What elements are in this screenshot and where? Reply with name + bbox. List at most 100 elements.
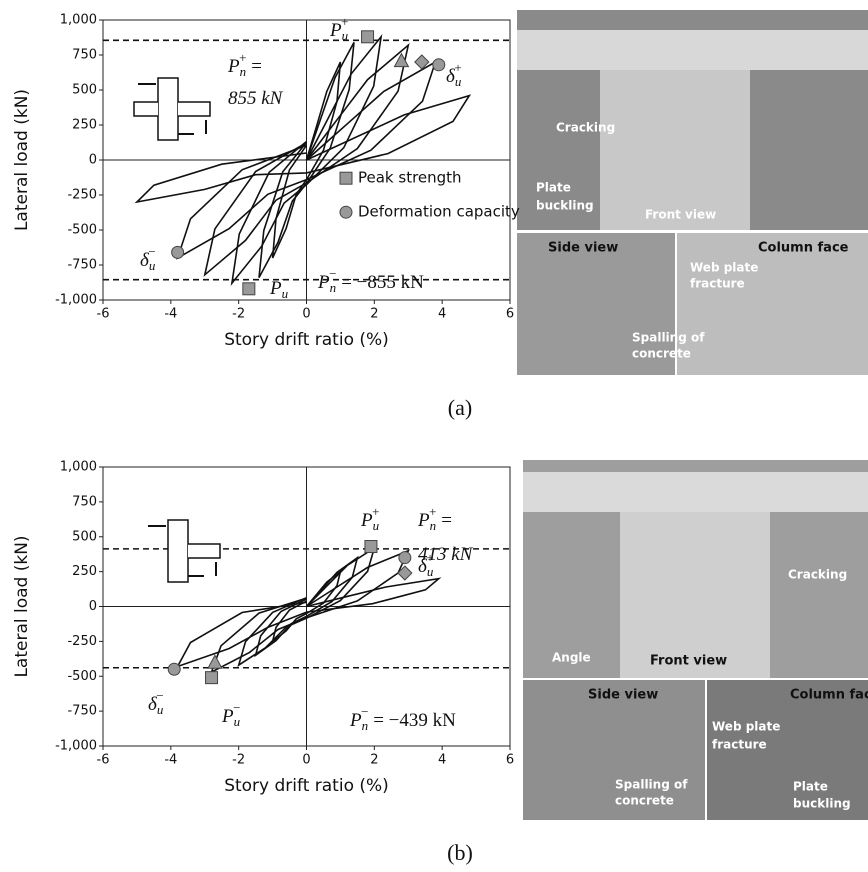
annotation-sub: u [282, 286, 289, 301]
annotation: Pu+ [360, 504, 380, 533]
x-axis-title: Story drift ratio (%) [224, 776, 389, 796]
x-axis-title: Story drift ratio (%) [224, 330, 389, 350]
y-tick-label: 250 [72, 118, 97, 133]
photo-label: Web plate [712, 720, 780, 734]
annotation: Pn+ = [417, 504, 452, 533]
legend-label: Peak strength [358, 169, 462, 187]
hysteresis-loop [178, 579, 439, 667]
y-tick-label: -750 [67, 704, 97, 719]
panel-caption: (a) [448, 395, 472, 420]
y-tick-label: 250 [72, 564, 97, 579]
x-tick-label: 0 [302, 753, 310, 768]
y-tick-label: -750 [67, 258, 97, 273]
marker-circle [172, 246, 184, 258]
y-tick-label: -500 [67, 223, 97, 238]
annotation-sub: u [157, 702, 164, 717]
photo-label: Plate [793, 780, 828, 794]
photo-label: Spalling of [632, 331, 705, 345]
marker-triangle [208, 655, 222, 668]
x-tick-label: -6 [97, 753, 110, 768]
annotation-sup: − [361, 704, 368, 719]
y-tick-label: 1,000 [60, 460, 97, 475]
photo-label: Column face [758, 241, 849, 256]
annotation-sup: + [429, 504, 436, 519]
annotation: δu− [148, 688, 164, 717]
annotation-sub: u [373, 518, 380, 533]
x-tick-label: -2 [232, 753, 245, 768]
x-tick-label: 6 [506, 307, 514, 322]
figure: -1,000-750-500-25002505007501,000-6-4-20… [0, 0, 868, 872]
annotation-base: 855 kN [228, 88, 284, 109]
y-tick-label: -250 [67, 188, 97, 203]
annotation-base: P [329, 20, 342, 41]
x-tick-label: -6 [97, 307, 110, 322]
legend-symbol [340, 172, 352, 184]
x-tick-label: -4 [164, 307, 177, 322]
photo-beam [523, 472, 868, 512]
annotation: δu− [140, 244, 156, 273]
annotation-sup: − [281, 272, 288, 287]
x-tick-label: -2 [232, 307, 245, 322]
annotation-sub: n [330, 280, 337, 295]
photo-column [620, 500, 770, 678]
x-tick-label: 2 [370, 307, 378, 322]
annotation: Pn− = −855 kN [317, 266, 424, 295]
annotation-sup: − [148, 244, 155, 259]
photo-label: Spalling of [615, 778, 688, 792]
y-tick-label: 500 [72, 83, 97, 98]
annotation-sub: n [362, 718, 369, 733]
y-tick-label: 0 [89, 599, 97, 614]
photo-label: Angle [552, 651, 591, 665]
annotation-base: P [417, 510, 430, 531]
annotation-sup: + [372, 504, 379, 519]
annotation-text: = [436, 510, 451, 531]
marker-square [243, 283, 255, 295]
y-axis-title: Lateral load (kN) [12, 89, 32, 231]
annotation-text: = [246, 56, 261, 77]
photo-label: Plate [536, 181, 571, 195]
y-tick-label: -250 [67, 634, 97, 649]
legend-label: Deformation capacity [358, 203, 520, 221]
annotation-sup: − [156, 688, 163, 703]
y-axis-title: Lateral load (kN) [12, 535, 32, 677]
y-tick-label: 750 [72, 494, 97, 509]
y-tick-label: -1,000 [55, 293, 97, 308]
annotation: Pn+ = [227, 50, 262, 79]
annotation: δu+ [446, 60, 462, 89]
annotation-sup: − [329, 266, 336, 281]
annotation-sup: + [239, 50, 246, 65]
x-tick-label: 0 [302, 307, 310, 322]
y-tick-label: 750 [72, 48, 97, 63]
y-tick-label: 0 [89, 153, 97, 168]
annotation-base: P [269, 278, 282, 299]
legend-symbol [340, 206, 352, 218]
marker-circle [168, 663, 180, 675]
x-tick-label: -4 [164, 753, 177, 768]
y-tick-label: 500 [72, 529, 97, 544]
annotation-sub: u [455, 74, 462, 89]
annotation-sub: u [149, 258, 156, 273]
annotation: Pu+ [329, 14, 349, 43]
marker-square [362, 31, 374, 43]
marker-circle [433, 59, 445, 71]
photo-label: Cracking [788, 568, 847, 582]
photo-label: Front view [650, 654, 727, 669]
photo-label: concrete [615, 794, 674, 808]
annotation: Pu− [269, 272, 289, 301]
photo-label: Cracking [556, 121, 615, 135]
inset-column [168, 520, 188, 582]
photo-label: fracture [712, 738, 767, 752]
photo-label: Web plate [690, 261, 758, 275]
photo-label: buckling [536, 199, 594, 213]
photo-label: fracture [690, 277, 745, 291]
photo-beam [517, 30, 868, 70]
annotation-sup: + [341, 14, 348, 29]
photo-label: Front view [645, 208, 716, 222]
x-tick-label: 4 [438, 307, 446, 322]
photo-label: buckling [793, 797, 851, 811]
annotation-sup: − [233, 700, 240, 715]
annotation-base: P [221, 706, 234, 727]
annotation: Pn− = −439 kN [349, 704, 456, 733]
annotation-sub: u [342, 28, 349, 43]
photo-label: Side view [548, 241, 618, 256]
